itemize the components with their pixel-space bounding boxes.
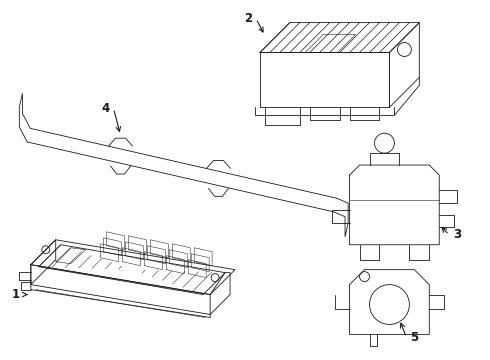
Text: 1: 1 [12,288,20,301]
Text: 4: 4 [101,102,110,115]
Text: 2: 2 [244,12,252,25]
Text: 5: 5 [410,331,418,344]
Text: 3: 3 [453,228,461,241]
